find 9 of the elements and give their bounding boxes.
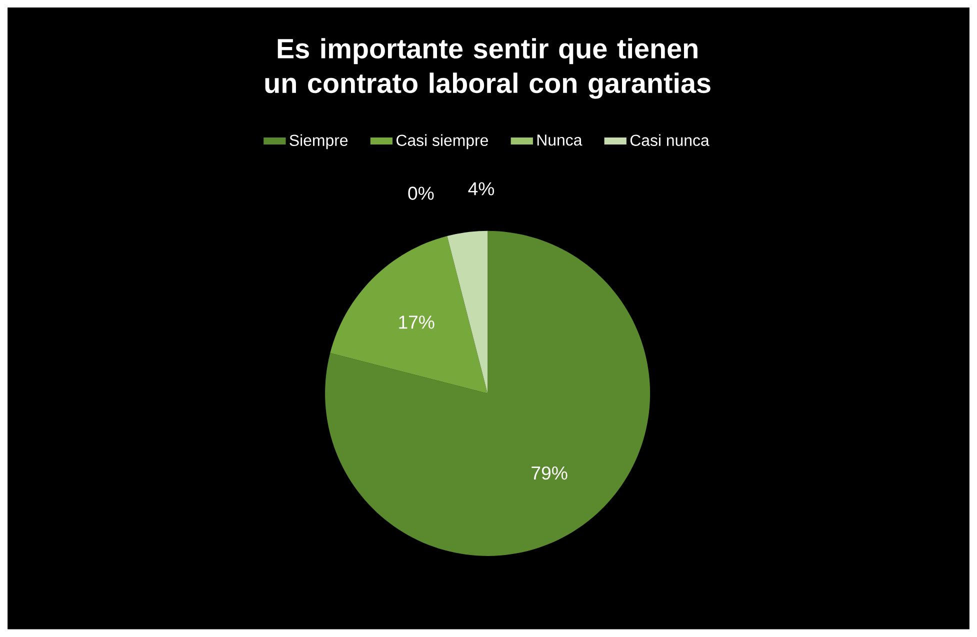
data-label: 17% [399,316,434,329]
legend-label: Siempre [290,134,348,150]
text: 0% [408,186,434,200]
legend-label: Nunca [537,134,582,146]
legend-label: Casi siempre [396,134,488,150]
data-label: 79% [532,466,568,480]
legend-label: Casi nunca [630,134,710,146]
data-label: 4% [468,182,494,196]
chart-title: Es importante sentir que tienen un contrato laboral con garantias [265,38,710,99]
